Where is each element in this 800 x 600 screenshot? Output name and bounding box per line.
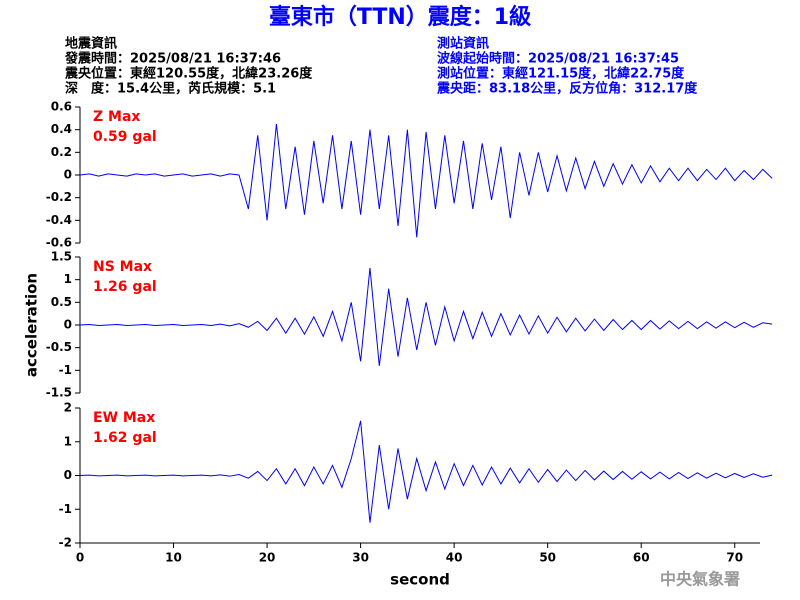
info-line: 震央位置：東經120.55度，北緯23.26度 — [64, 66, 313, 82]
y-tick-label: 1.5 — [51, 250, 72, 264]
info-line: 測站位置：東經121.15度，北緯22.75度 — [437, 66, 685, 82]
y-tick-label: -1 — [59, 502, 72, 516]
y-tick-label: -0.6 — [46, 236, 72, 250]
y-tick-label: 0.6 — [51, 100, 72, 114]
max-annotation: EW Max — [93, 410, 155, 426]
info-line: 波線起始時間：2025/08/21 16:37:45 — [437, 51, 679, 67]
y-tick-label: 0 — [64, 168, 72, 182]
max-annotation: 1.26 gal — [93, 279, 157, 295]
y-tick-label: 0.4 — [51, 122, 72, 136]
y-tick-label: 1 — [64, 434, 72, 448]
y-tick-label: -1 — [59, 363, 72, 377]
y-tick-label: 0 — [64, 468, 72, 482]
y-tick-label: 1 — [64, 272, 72, 286]
y-tick-label: -0.2 — [46, 190, 72, 204]
y-tick-label: 0.5 — [51, 295, 72, 309]
waveform — [79, 420, 773, 523]
info-line: 測站資訊 — [437, 36, 489, 52]
agency: 中央氣象署 — [660, 570, 740, 589]
y-tick-label: 0 — [64, 318, 72, 332]
x-tick-label: 0 — [76, 551, 84, 565]
x-axis-label: second — [390, 571, 450, 589]
y-tick-label: -2 — [59, 536, 72, 550]
waveform — [79, 267, 773, 366]
info-line: 發震時間：2025/08/21 16:37:46 — [64, 51, 281, 67]
max-annotation: NS Max — [93, 259, 152, 275]
x-tick-label: 10 — [165, 551, 182, 565]
y-tick-label: -0.5 — [46, 340, 72, 354]
x-tick-label: 50 — [539, 551, 556, 565]
x-tick-label: 20 — [259, 551, 276, 565]
info-line: 深 度：15.4公里，芮氏規模：5.1 — [65, 81, 276, 97]
x-tick-label: 40 — [446, 551, 463, 565]
max-annotation: 1.62 gal — [93, 430, 157, 446]
y-axis-label: acceleration — [23, 273, 41, 377]
info-line: 震央距：83.18公里，反方位角：312.17度 — [436, 81, 698, 97]
title: 臺東市（TTN）震度：1級 — [269, 4, 531, 30]
y-tick-label: 0.2 — [51, 145, 72, 159]
y-tick-label: 2 — [64, 401, 72, 415]
info-line: 地震資訊 — [65, 36, 117, 52]
x-tick-label: 60 — [633, 551, 650, 565]
y-tick-label: -1.5 — [46, 386, 72, 400]
max-annotation: Z Max — [93, 109, 140, 125]
y-tick-label: -0.4 — [46, 213, 72, 227]
x-tick-label: 70 — [726, 551, 743, 565]
waveform — [79, 123, 773, 238]
x-tick-label: 30 — [352, 551, 369, 565]
max-annotation: 0.59 gal — [93, 129, 157, 145]
